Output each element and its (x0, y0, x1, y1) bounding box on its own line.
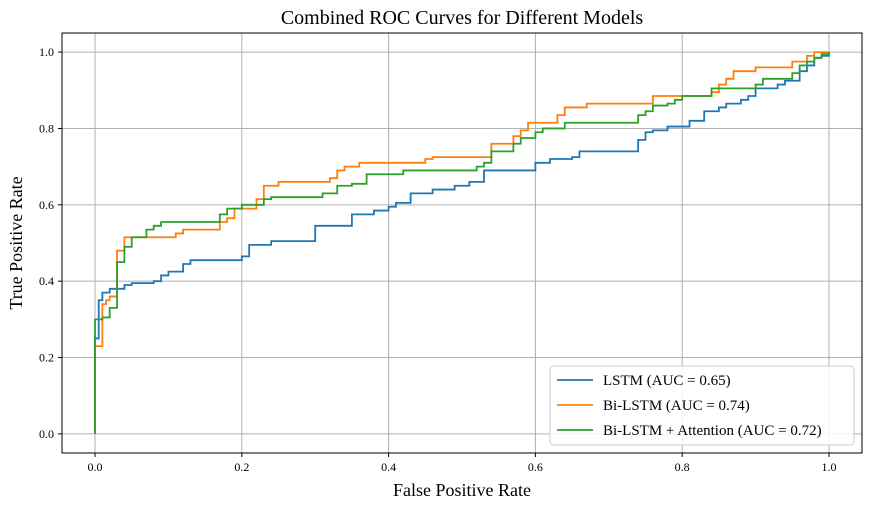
ticks: 0.0 0.2 0.4 0.6 0.8 1.0 0.0 0.2 0.4 0.6 0.8 1.0 (39, 45, 836, 474)
x-tick-label: 0.8 (675, 460, 690, 474)
x-tick-label: 0.2 (234, 460, 249, 474)
plot-frame (61, 32, 863, 454)
x-tick-label: 0.6 (528, 460, 543, 474)
x-axis-label: False Positive Rate (393, 480, 531, 500)
legend-box (549, 365, 855, 446)
legend-label-bi-lstm: Bi-LSTM (AUC = 0.74) (603, 398, 750, 414)
chart-title: Combined ROC Curves for Different Models (281, 7, 644, 29)
legend-label-bi-lstm-attention: Bi-LSTM + Attention (AUC = 0.72) (603, 423, 822, 439)
series-layer (94, 51, 830, 434)
y-tick-label: 0.2 (39, 351, 54, 365)
y-tick-label: 0.6 (39, 198, 54, 212)
y-tick-label: 0.4 (39, 274, 54, 288)
y-axis-label: True Positive Rate (6, 176, 26, 309)
legend: LSTM (AUC = 0.65) Bi-LSTM (AUC = 0.74) B… (549, 365, 855, 446)
y-tick-label: 1.0 (39, 45, 54, 59)
x-tick-label: 0.4 (381, 460, 396, 474)
y-tick-label: 0.0 (39, 427, 54, 441)
roc-curve-bi-lstm (94, 51, 829, 434)
y-tick-label: 0.8 (39, 121, 54, 135)
roc-curve-lstm (94, 52, 830, 434)
x-tick-label: 1.0 (821, 460, 836, 474)
grid (62, 33, 862, 453)
roc-curve-bi-lstm-attention (94, 52, 830, 434)
x-tick-label: 0.0 (88, 460, 103, 474)
legend-label-lstm: LSTM (AUC = 0.65) (603, 373, 731, 389)
